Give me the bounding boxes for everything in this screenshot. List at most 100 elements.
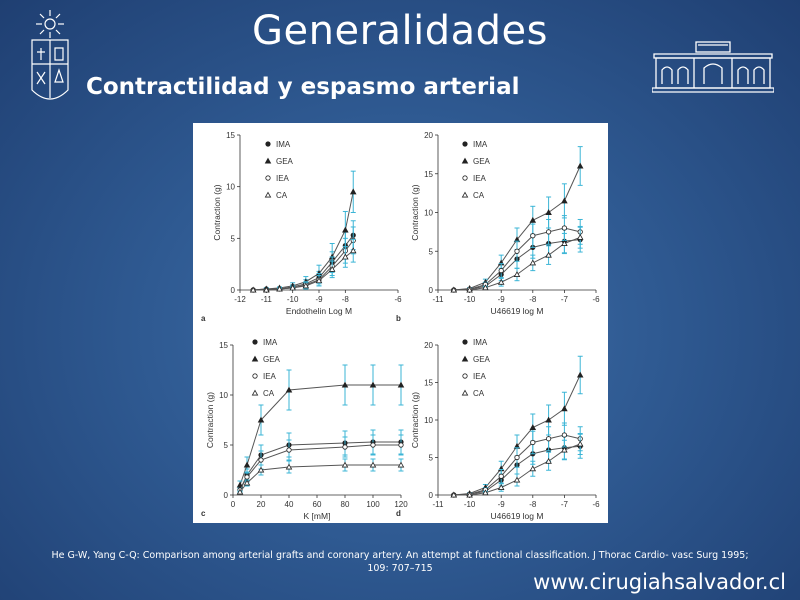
panel-d-y-tick-label: 20 [424, 341, 433, 350]
panel-d-legend-marker-ima [462, 339, 468, 345]
panel-b-data-point-iea [498, 268, 504, 274]
panel-d-data-point-iea [530, 439, 536, 446]
panel-b-data-point-iea [530, 233, 536, 239]
panel-a-data-point-gea [342, 226, 349, 233]
panel-c-data-point-gea [236, 481, 244, 488]
panel-c-data-point-iea [370, 442, 376, 448]
panel-d-data-point-ca [561, 446, 568, 453]
panel-d-legend-label-iea: IEA [473, 372, 487, 381]
panel-c-data-point-ca [369, 461, 377, 468]
panel-b-legend-marker-iea [462, 175, 468, 181]
panel-c-y-tick-label: 10 [219, 391, 228, 400]
panel-a-x-tick-label: -6 [394, 295, 402, 304]
panel-d-data-point-ca [497, 484, 505, 490]
university-seal-logo [31, 10, 69, 100]
panel-b-data-point-ca [513, 271, 521, 277]
panel-b-x-tick-label: -8 [529, 295, 537, 304]
panel-c-data-point-gea [369, 381, 377, 388]
panel-a-data-point-ca [249, 286, 257, 293]
panel-b-data-point-ca [561, 240, 568, 246]
panel-c-legend-marker-iea [252, 373, 258, 379]
panel-b-data-point-ca [482, 284, 489, 291]
panel-a-data-point-ca [302, 282, 310, 289]
panel-c-series-line-ca [239, 464, 401, 493]
figure-svg: -12 -11 -10 -9 -8 -6 0 5 10 15 Endothelin Log M Con… [201, 131, 600, 521]
panel-a-x-tick-label: -9 [315, 295, 323, 304]
research-figure: -12 -11 -10 -9 -8 -6 0 5 10 15 Endothelin Log M Con… [193, 123, 608, 523]
panel-b-data-point-gea [561, 197, 568, 204]
citation: He G-W, Yang C-Q: Comparison among arter… [20, 549, 780, 575]
panel-b-data-point-gea [529, 216, 537, 223]
panel-c-series-line-iea [239, 444, 401, 491]
panel-d-y-tick-label: 5 [429, 454, 434, 463]
hospital-building-logo [652, 41, 774, 93]
panel-b-data-point-ca [497, 278, 505, 285]
panel-b-x-tick-label: -6 [592, 295, 600, 304]
panel-d-data-point-ca [513, 476, 521, 483]
panel-c-legend-label-gea: GEA [263, 355, 281, 364]
panel-b-data-point-gea [545, 209, 552, 215]
panel-d-legend-marker-ca [461, 389, 469, 396]
panel-d-data-point-iea [561, 432, 567, 438]
panel-c-y-axis-label: Contraction (g) [205, 392, 215, 448]
panel-b-data-point-gea [576, 162, 584, 169]
panel-b-x-tick-label: -11 [433, 295, 445, 304]
panel-a-x-tick-label: -10 [287, 295, 299, 304]
panel-d-data-point-gea [545, 416, 552, 423]
panel-d-legend-label-ima: IMA [473, 338, 488, 347]
panel-d-legend-marker-gea [461, 355, 469, 362]
panel-d-y-axis-label: Contraction (g) [410, 392, 420, 448]
panel-c-data-point-gea [257, 416, 265, 423]
panel-c-legend-label-iea: IEA [263, 372, 277, 381]
panel-b-x-axis-label: U46619 log M [491, 306, 544, 316]
panel-d-letter: d [396, 509, 401, 518]
slide-title: Generalidades [252, 8, 548, 54]
panel-d-data-point-ca [450, 491, 458, 498]
panel-b-data-point-iea [561, 225, 567, 231]
panel-c-x-tick-label: 80 [341, 500, 350, 509]
panel-c-x-tick-label: 0 [231, 500, 236, 509]
panel-a-x-tick-label: -11 [261, 295, 273, 304]
panel-a-x-tick-label: -8 [342, 295, 350, 304]
panel-c-data-point-iea [342, 444, 348, 450]
panel-a-x-tick-label: -12 [234, 295, 246, 304]
panel-b-data-point-iea [514, 248, 520, 254]
panel-b-x-tick-label: -7 [561, 295, 569, 304]
panel-d-x-axis-label: U46619 log M [491, 511, 544, 521]
panel-d-legend-label-ca: CA [473, 389, 485, 398]
panel-b-legend-label-ca: CA [473, 191, 485, 200]
panel-d-x-tick-label: -8 [529, 500, 537, 509]
panel-a-legend-marker-ca [264, 191, 272, 198]
panel-c-data-point-gea [341, 381, 349, 388]
panel-c-data-point-iea [244, 474, 250, 480]
panel-a-data-point-ca [289, 284, 296, 291]
panel-c-x-axis-label: K [mM] [304, 511, 331, 521]
panel-c-legend-label-ima: IMA [263, 338, 278, 347]
panel-d-data-point-ca [529, 465, 537, 472]
panel-a-data-point-ca [315, 277, 323, 284]
panel-a-x-axis-label: Endothelin Log M [286, 306, 352, 316]
panel-a-data-point-ca [263, 286, 270, 293]
panel-c-data-point-ca [257, 466, 265, 473]
panel-c-legend-marker-ca [251, 389, 259, 396]
panel-c-y-tick-label: 0 [224, 491, 229, 500]
panel-a-y-tick-label: 0 [231, 286, 236, 295]
panel-b-legend-label-ima: IMA [473, 140, 488, 149]
panel-b-letter: b [396, 314, 401, 323]
panel-b-y-tick-label: 15 [424, 170, 433, 179]
panel-c-data-point-gea [397, 381, 405, 388]
panel-d-x-tick-label: -7 [561, 500, 569, 509]
panel-d-data-point-gea [529, 424, 537, 430]
panel-d-data-point-ca [545, 457, 552, 464]
panel-b-data-point-ca [576, 233, 584, 240]
panel-d-x-tick-label: -11 [433, 500, 445, 509]
panel-d-y-tick-label: 15 [424, 379, 433, 388]
panel-a-data-point-ca [276, 285, 283, 292]
panel-a-legend-marker-iea [265, 175, 271, 181]
panel-a-legend-marker-gea [264, 157, 272, 164]
panel-d-y-tick-label: 0 [429, 491, 434, 500]
panel-c-legend-marker-gea [251, 355, 259, 362]
panel-c-data-point-ca [285, 463, 293, 470]
panel-d-legend-label-gea: GEA [473, 355, 491, 364]
panel-d-data-point-iea [545, 436, 552, 442]
